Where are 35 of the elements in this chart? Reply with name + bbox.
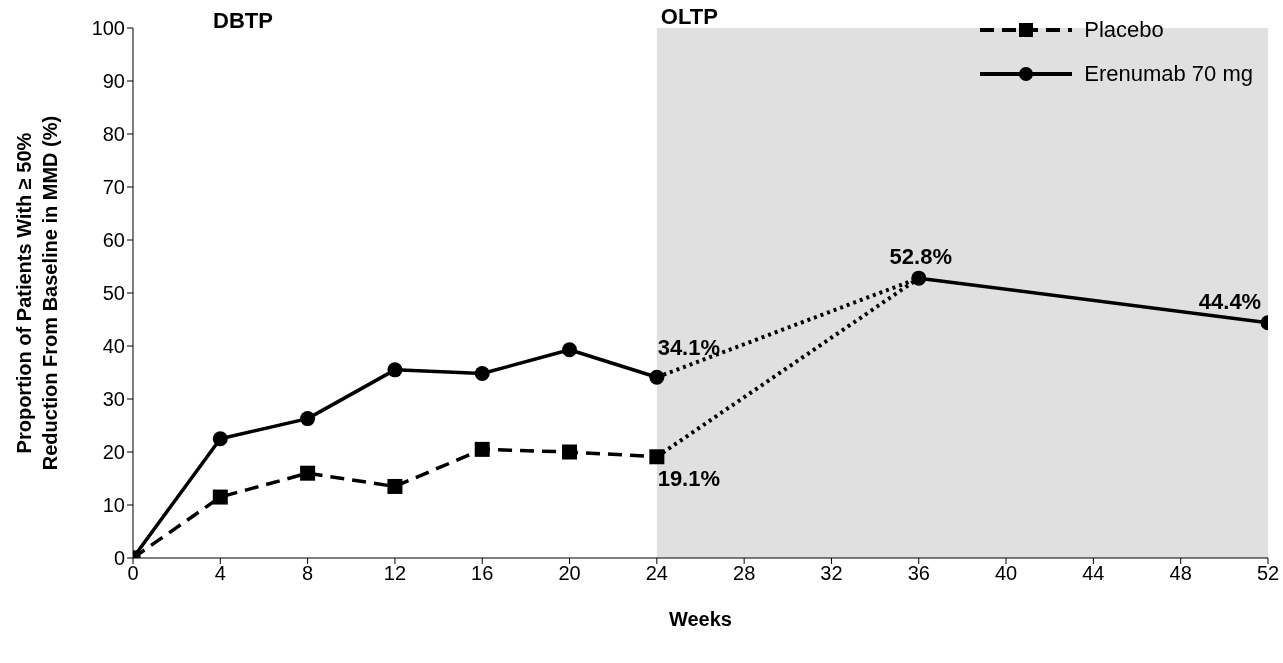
x-tick-label: 48	[1169, 562, 1192, 585]
annotation: 19.1%	[657, 466, 721, 492]
y-tick-label: 30	[102, 388, 125, 411]
annotation: 34.1%	[657, 335, 721, 361]
y-axis-title: Proportion of Patients With ≥ 50% Reduction From Baseline in MMD (%)	[13, 115, 61, 471]
legend-label: Erenumab 70 mg	[1084, 61, 1253, 87]
x-tick-label: 24	[645, 562, 668, 585]
y-tick-label: 40	[102, 335, 125, 358]
x-tick-label: 0	[127, 562, 139, 585]
y-tick-label: 20	[102, 441, 125, 464]
y-tick-label: 80	[102, 123, 125, 146]
y-tick-label: 90	[102, 70, 125, 93]
annotation: 52.8%	[889, 244, 952, 270]
y-tick-label: 10	[102, 494, 125, 517]
x-tick-label: 52	[1256, 562, 1280, 585]
x-tick-label: 20	[558, 562, 581, 585]
x-axis-title: Weeks	[668, 608, 733, 630]
x-tick-label: 8	[302, 562, 314, 585]
y-tick-label: 0	[113, 547, 125, 570]
annotation: DBTP	[213, 8, 273, 34]
x-tick-label: 12	[383, 562, 407, 585]
x-tick-label: 32	[820, 562, 843, 585]
legend-label: Placebo	[1084, 17, 1164, 43]
y-tick-label: 70	[102, 176, 125, 199]
x-tick-label: 16	[471, 562, 494, 585]
annotation: 44.4%	[1198, 288, 1262, 314]
x-tick-label: 28	[733, 562, 756, 585]
x-tick-label: 44	[1082, 562, 1105, 585]
x-tick-label: 40	[994, 562, 1018, 585]
band-label: OLTP	[660, 3, 718, 29]
y-tick-label: 60	[102, 229, 125, 252]
y-tick-label: 50	[102, 282, 125, 305]
x-tick-label: 36	[907, 562, 930, 585]
y-tick-label: 100	[91, 17, 125, 40]
x-tick-label: 4	[214, 562, 226, 585]
